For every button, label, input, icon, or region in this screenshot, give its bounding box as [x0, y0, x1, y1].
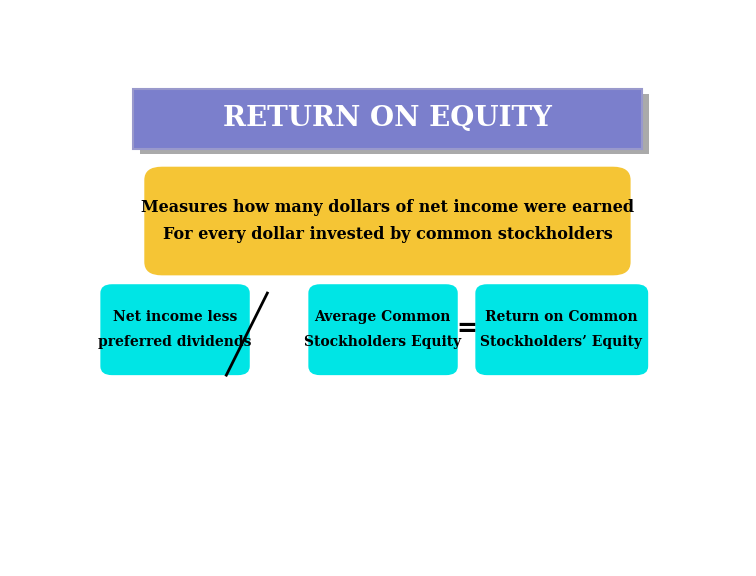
- Text: Average Common
Stockholders Equity: Average Common Stockholders Equity: [304, 310, 461, 349]
- Text: RETURN ON EQUITY: RETURN ON EQUITY: [223, 105, 552, 132]
- Text: Return on Common
Stockholders’ Equity: Return on Common Stockholders’ Equity: [481, 310, 643, 349]
- FancyBboxPatch shape: [476, 284, 648, 375]
- FancyBboxPatch shape: [140, 94, 649, 154]
- FancyBboxPatch shape: [308, 284, 457, 375]
- Text: Measures how many dollars of net income were earned
For every dollar invested by: Measures how many dollars of net income …: [141, 199, 634, 243]
- Text: =: =: [456, 317, 477, 342]
- Text: Net income less
preferred dividends: Net income less preferred dividends: [98, 310, 252, 349]
- FancyBboxPatch shape: [101, 284, 249, 375]
- FancyBboxPatch shape: [144, 166, 631, 275]
- FancyBboxPatch shape: [132, 89, 643, 149]
